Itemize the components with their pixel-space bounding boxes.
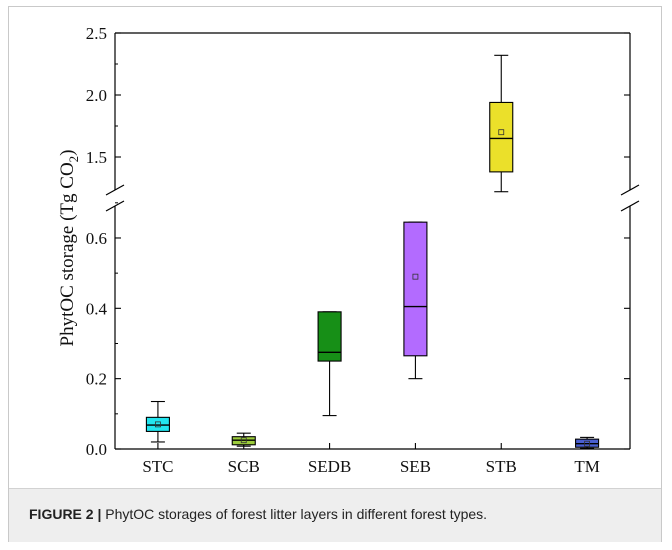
x-tick-label: SEB xyxy=(400,457,431,476)
x-tick-label: SEDB xyxy=(308,457,351,476)
right-axis-break-mark xyxy=(620,200,640,212)
y-tick-label: 0.2 xyxy=(86,370,107,389)
box-seb xyxy=(403,221,428,357)
y-tick-label: 2.0 xyxy=(86,86,107,105)
y-tick-label: 0.4 xyxy=(86,299,108,318)
box-plot-chart: 0.0 0.2 0.4 0.6 1.5 2.0 2.5 PhytOC storage (Tg … xyxy=(57,24,640,476)
y-axis-title: PhytOC storage (Tg CO2) xyxy=(57,149,81,346)
right-axis-break-mark xyxy=(620,184,640,196)
y-tick-label: 0.6 xyxy=(86,229,107,248)
x-tick-label: SCB xyxy=(228,457,260,476)
box-sedb xyxy=(317,311,342,362)
y-tick-label: 1.5 xyxy=(86,148,107,167)
x-tick-label: TM xyxy=(574,457,600,476)
mean-marker xyxy=(412,273,419,280)
x-tick-label: STC xyxy=(142,457,173,476)
mean-marker xyxy=(240,437,247,444)
mean-marker xyxy=(584,440,590,447)
figure-label: FIGURE 2 | xyxy=(29,506,102,522)
y-tick-label: 0.0 xyxy=(86,440,107,459)
mean-marker xyxy=(498,129,505,136)
left-axis-break-mark xyxy=(105,200,125,212)
figure-caption: FIGURE 2 | PhytOC storages of forest lit… xyxy=(29,506,659,522)
y-tick-label: 2.5 xyxy=(86,24,107,43)
box-stb xyxy=(489,101,514,173)
left-axis-break-mark xyxy=(105,184,125,196)
box-stc xyxy=(145,416,170,432)
x-tick-label: STB xyxy=(486,457,517,476)
caption-bar xyxy=(9,488,661,542)
caption-text: PhytOC storages of forest litter layers … xyxy=(101,506,488,522)
mean-marker xyxy=(155,421,161,428)
